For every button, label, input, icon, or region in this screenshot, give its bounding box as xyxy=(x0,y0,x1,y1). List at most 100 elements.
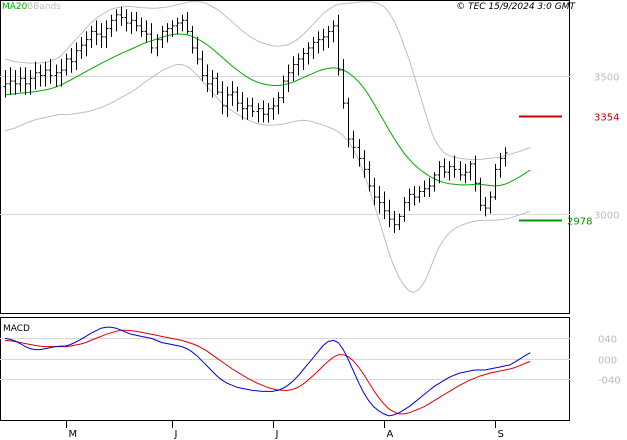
price-bar xyxy=(235,86,240,112)
price-bar xyxy=(54,64,59,87)
price-bar xyxy=(437,161,442,184)
price-bar xyxy=(59,58,64,87)
price-bar xyxy=(473,155,478,192)
macd-title: MACD xyxy=(3,324,30,334)
price-bar xyxy=(488,191,493,214)
price-bar xyxy=(99,23,104,48)
price-bar xyxy=(94,20,99,46)
price-bar xyxy=(301,47,306,71)
price-bar xyxy=(28,70,33,95)
support-level-label: 2978 xyxy=(567,217,592,228)
price-bar xyxy=(195,36,200,65)
price-bar xyxy=(372,177,377,206)
price-bar xyxy=(326,25,331,48)
macd-panel-frame xyxy=(0,317,570,421)
price-bar xyxy=(261,100,266,123)
x-tick-label: A xyxy=(387,429,394,440)
price-bar xyxy=(144,20,149,43)
price-bar xyxy=(84,31,89,57)
price-bar xyxy=(165,23,170,43)
price-bar xyxy=(407,188,412,211)
price-bar xyxy=(256,103,261,123)
price-bar xyxy=(417,185,422,203)
price-bar xyxy=(316,31,321,54)
price-bar xyxy=(493,163,498,200)
copyright-label: © TEC 15/9/2024 3:0 GMT xyxy=(456,2,576,12)
price-bar xyxy=(129,12,134,35)
price-bar xyxy=(266,103,271,123)
price-bar xyxy=(427,177,432,198)
price-bar xyxy=(478,177,483,211)
price-bar xyxy=(442,158,447,178)
price-bar xyxy=(311,36,316,59)
price-bar xyxy=(170,20,175,37)
price-bar xyxy=(119,6,124,26)
x-tick-label: M xyxy=(69,429,78,440)
price-bar xyxy=(23,67,28,95)
bollinger-upper-line xyxy=(4,1,531,161)
price-bar xyxy=(362,150,367,178)
price-bar xyxy=(503,147,508,167)
price-bar xyxy=(124,9,129,32)
price-bar xyxy=(139,17,144,37)
price-bar xyxy=(160,25,165,48)
price-bar xyxy=(447,161,452,181)
price-bar xyxy=(134,12,139,32)
macd-layer xyxy=(4,326,531,417)
price-bar xyxy=(250,97,255,117)
price-bar xyxy=(205,64,210,93)
price-bar xyxy=(281,75,286,104)
price-bar xyxy=(8,67,13,95)
price-bar xyxy=(271,97,276,120)
ma20-line xyxy=(4,33,531,187)
price-bar xyxy=(412,185,417,206)
price-bar xyxy=(286,64,291,93)
price-layer: 3354 2978 xyxy=(3,1,619,293)
price-bar xyxy=(190,25,195,54)
macd-signal-line xyxy=(4,329,531,415)
price-bar xyxy=(230,81,235,106)
price-bar xyxy=(18,67,23,93)
price-bar xyxy=(245,97,250,120)
price-bar xyxy=(210,70,215,98)
price-bar xyxy=(185,12,190,35)
price-bar xyxy=(296,53,301,76)
price-bar xyxy=(331,20,336,43)
price-bar xyxy=(13,70,18,95)
price-bar xyxy=(114,9,119,32)
price-bar xyxy=(155,34,160,57)
price-bar xyxy=(382,191,387,220)
ma-legend-label: MA20 xyxy=(2,2,28,12)
price-bar xyxy=(336,14,341,76)
price-bar xyxy=(225,86,230,117)
price-bar xyxy=(276,92,281,115)
price-bar xyxy=(33,61,38,90)
price-bar xyxy=(422,180,427,198)
price-bar xyxy=(463,163,468,184)
price-bar xyxy=(402,197,407,222)
price-bar xyxy=(498,152,503,178)
price-bar xyxy=(357,139,362,167)
macd-y-tick-label: 040 xyxy=(598,335,617,346)
price-bar xyxy=(240,92,245,120)
macd-line xyxy=(4,326,531,417)
price-bar xyxy=(392,210,397,233)
bbands-legend-label: BBands xyxy=(27,2,61,12)
price-panel-frame xyxy=(0,0,570,314)
price-bar xyxy=(48,58,53,84)
price-bar xyxy=(3,70,8,98)
macd-y-tick-label: -040 xyxy=(598,376,621,387)
macd-y-tick-label: 000 xyxy=(598,356,617,367)
price-bar xyxy=(291,56,296,82)
price-bar xyxy=(306,42,311,65)
price-bar xyxy=(149,23,154,54)
price-bar xyxy=(321,28,326,51)
price-bar xyxy=(64,53,69,76)
price-bar xyxy=(367,161,372,192)
price-y-tick-label: 3500 xyxy=(594,73,619,84)
price-bar xyxy=(79,36,84,59)
x-tick-label: S xyxy=(498,429,504,440)
price-bar xyxy=(351,130,356,159)
